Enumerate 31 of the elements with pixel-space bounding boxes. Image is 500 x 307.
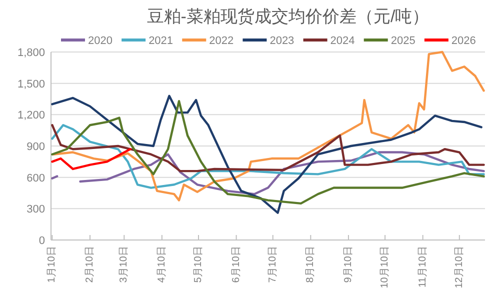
x-tick-label: 8月10日 [305, 246, 316, 283]
legend-label: 2023 [270, 35, 294, 47]
x-tick-label: 12月10日 [454, 246, 465, 288]
y-tick-label: 600 [26, 172, 45, 184]
x-tick-label: 1月10日 [46, 246, 58, 283]
legend-label: 2026 [451, 35, 476, 47]
y-tick-label: 1,800 [17, 47, 45, 59]
y-tick-label: 0 [38, 235, 45, 247]
x-tick-label: 2月10日 [84, 246, 96, 283]
line-series [51, 148, 132, 170]
line-series [51, 124, 485, 172]
line-series [52, 50, 485, 202]
legend-label: 2022 [209, 35, 234, 47]
x-tick-label: 6月10日 [230, 246, 242, 283]
y-tick-label: 900 [26, 141, 45, 153]
x-tick-label: 7月10日 [267, 246, 278, 283]
x-tick-label: 10月10日 [380, 246, 391, 288]
y-tick-label: 1,500 [17, 78, 45, 90]
x-tick-label: 9月10日 [342, 246, 354, 283]
legend-label: 2020 [88, 35, 112, 47]
y-tick-label: 1,200 [17, 110, 45, 122]
x-tick-label: 4月10日 [156, 246, 168, 283]
x-tick-label: 11月10日 [417, 246, 428, 288]
legend-label: 2021 [148, 35, 174, 47]
legend-label: 2024 [330, 35, 355, 47]
line-series [51, 124, 485, 189]
chart-title: 豆粕-菜粕现货成交均价价差（元/吨） [146, 7, 430, 26]
x-tick-label: 3月10日 [118, 246, 130, 283]
legend-label: 2025 [390, 35, 416, 47]
y-tick-label: 300 [26, 204, 45, 216]
x-tick-label: 5月10日 [193, 246, 204, 283]
